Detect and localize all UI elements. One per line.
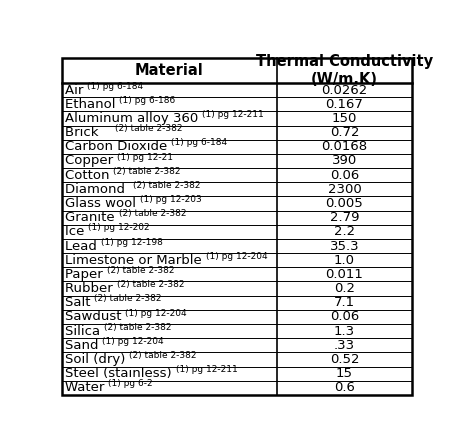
Text: Carbon Dioxide: Carbon Dioxide xyxy=(65,140,171,153)
Text: 2.79: 2.79 xyxy=(330,211,359,224)
Text: 0.52: 0.52 xyxy=(330,353,359,366)
Text: (2) table 2-382: (2) table 2-382 xyxy=(107,266,174,275)
Text: 150: 150 xyxy=(332,112,357,125)
Text: (2) table 2-382: (2) table 2-382 xyxy=(94,294,162,303)
Text: Ethanol: Ethanol xyxy=(65,98,120,111)
Text: 35.3: 35.3 xyxy=(330,240,359,253)
Text: (1) pg 12-211: (1) pg 12-211 xyxy=(202,110,264,119)
Text: 0.167: 0.167 xyxy=(326,98,364,111)
Text: Brick: Brick xyxy=(65,126,115,139)
Text: 1.0: 1.0 xyxy=(334,254,355,267)
Text: (1) pg 6-184: (1) pg 6-184 xyxy=(171,138,227,147)
Text: 0.72: 0.72 xyxy=(330,126,359,139)
Text: Material: Material xyxy=(135,63,204,78)
Text: (1) pg 12-204: (1) pg 12-204 xyxy=(126,309,187,318)
Text: Limestone or Marble: Limestone or Marble xyxy=(65,254,206,267)
Text: Rubber: Rubber xyxy=(65,282,117,295)
Text: 0.06: 0.06 xyxy=(330,310,359,323)
Text: Soil (dry): Soil (dry) xyxy=(65,353,129,366)
Text: (2) table 2-382: (2) table 2-382 xyxy=(119,209,186,218)
Text: Thermal Conductivity
(W/m.K): Thermal Conductivity (W/m.K) xyxy=(256,53,433,87)
Text: (1) pg 6-2: (1) pg 6-2 xyxy=(109,379,153,388)
Text: 2300: 2300 xyxy=(328,183,361,196)
Text: Sand: Sand xyxy=(65,339,103,352)
Text: (1) pg 12-198: (1) pg 12-198 xyxy=(101,237,163,247)
Text: (1) pg 12-211: (1) pg 12-211 xyxy=(176,365,237,374)
Text: Salt: Salt xyxy=(65,296,94,309)
Text: (1) pg 12-203: (1) pg 12-203 xyxy=(140,195,202,204)
Text: 0.011: 0.011 xyxy=(326,268,364,281)
Text: 0.06: 0.06 xyxy=(330,168,359,181)
Text: 15: 15 xyxy=(336,367,353,380)
Text: (2) table 2-382: (2) table 2-382 xyxy=(114,167,181,176)
Text: (2) table 2-382: (2) table 2-382 xyxy=(104,323,171,332)
Text: Paper: Paper xyxy=(65,268,107,281)
Text: 390: 390 xyxy=(332,155,357,168)
Text: 0.0168: 0.0168 xyxy=(322,140,368,153)
Text: (2) table 2-382: (2) table 2-382 xyxy=(133,181,201,190)
Text: (1) pg 6-184: (1) pg 6-184 xyxy=(87,82,144,90)
Text: (2) table 2-382: (2) table 2-382 xyxy=(115,124,183,133)
Text: (2) table 2-382: (2) table 2-382 xyxy=(129,351,197,360)
Text: Silica: Silica xyxy=(65,325,104,338)
Text: (1) pg 12-202: (1) pg 12-202 xyxy=(88,224,150,233)
Text: Copper: Copper xyxy=(65,155,117,168)
Text: 0.6: 0.6 xyxy=(334,381,355,394)
Text: (1) pg 12-204: (1) pg 12-204 xyxy=(206,252,267,261)
Text: (1) pg 12-204: (1) pg 12-204 xyxy=(103,337,164,346)
Text: Cotton: Cotton xyxy=(65,168,114,181)
Text: Sawdust: Sawdust xyxy=(65,310,126,323)
Text: Glass wool: Glass wool xyxy=(65,197,140,210)
Text: (1) pg 12-21: (1) pg 12-21 xyxy=(117,153,173,162)
Text: 7.1: 7.1 xyxy=(334,296,355,309)
Text: 1.3: 1.3 xyxy=(334,325,355,338)
Text: .33: .33 xyxy=(334,339,355,352)
Text: (2) table 2-382: (2) table 2-382 xyxy=(117,280,184,289)
Text: Lead: Lead xyxy=(65,240,101,253)
Text: 2.2: 2.2 xyxy=(334,225,355,238)
Text: 0.2: 0.2 xyxy=(334,282,355,295)
Text: Steel (stainless): Steel (stainless) xyxy=(65,367,176,380)
Text: Air: Air xyxy=(65,84,87,97)
Text: Aluminum alloy 360: Aluminum alloy 360 xyxy=(65,112,202,125)
Text: 0.005: 0.005 xyxy=(326,197,364,210)
Text: Ice: Ice xyxy=(65,225,88,238)
Text: Diamond: Diamond xyxy=(65,183,133,196)
Text: 0.0262: 0.0262 xyxy=(322,84,368,97)
Text: (1) pg 6-186: (1) pg 6-186 xyxy=(120,96,176,105)
Text: Granite: Granite xyxy=(65,211,119,224)
Text: Water: Water xyxy=(65,381,109,394)
